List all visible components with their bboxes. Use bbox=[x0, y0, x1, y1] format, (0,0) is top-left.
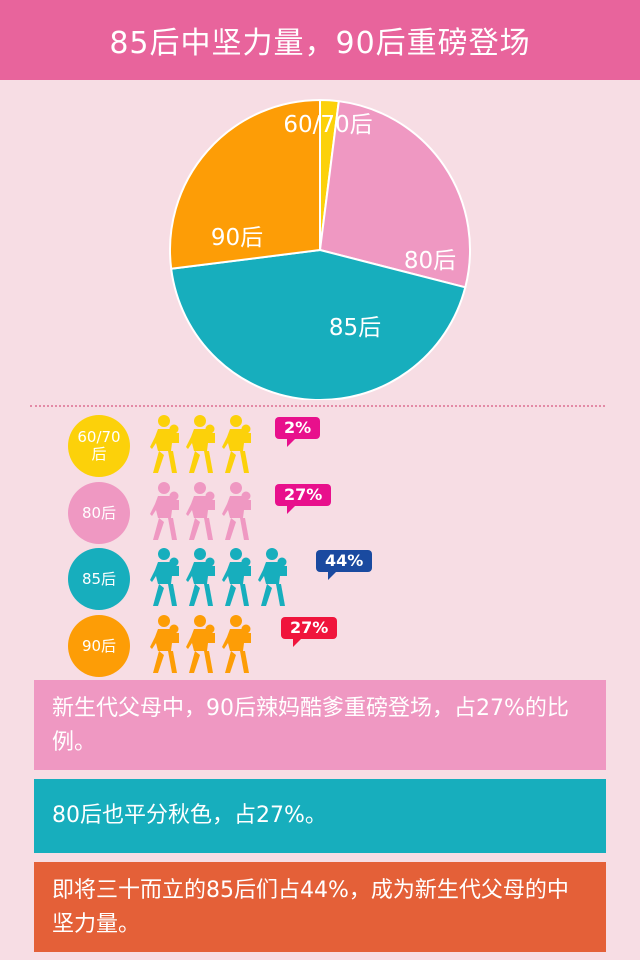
parent-with-baby-icon bbox=[186, 415, 215, 473]
generation-circle: 60/70 后 bbox=[68, 415, 130, 477]
dotted-divider bbox=[30, 405, 605, 407]
parent-with-baby-icon bbox=[186, 548, 215, 606]
note-box: 即将三十而立的85后们占44%，成为新生代父母的中坚力量。 bbox=[34, 862, 606, 952]
note-box: 新生代父母中，90后辣妈酷爹重磅登场，占27%的比例。 bbox=[34, 680, 606, 770]
parent-with-baby-icon bbox=[222, 615, 251, 673]
page-title: 85后中坚力量，90后重磅登场 bbox=[0, 0, 640, 80]
page-title-text: 85后中坚力量，90后重磅登场 bbox=[109, 26, 531, 61]
parent-with-baby-icon bbox=[258, 548, 287, 606]
parent-with-baby-icon bbox=[222, 482, 251, 540]
percent-badge: 27% bbox=[275, 484, 332, 514]
parent-with-baby-icon bbox=[186, 615, 215, 673]
pie-slice-label: 85后 bbox=[329, 315, 381, 341]
generation-circle: 90后 bbox=[68, 615, 130, 677]
percent-badge: 44% bbox=[316, 550, 373, 580]
pie-slice-label: 80后 bbox=[404, 248, 456, 274]
generation-circle: 85后 bbox=[68, 548, 130, 610]
parent-with-baby-icon bbox=[186, 482, 215, 540]
generation-row: 60/70 后 bbox=[0, 415, 640, 481]
pie-slice-label: 90后 bbox=[211, 225, 263, 251]
people-icons bbox=[150, 615, 256, 677]
parent-with-baby-icon bbox=[150, 548, 179, 606]
people-icons bbox=[150, 482, 256, 544]
generation-row: 80后 bbox=[0, 482, 640, 548]
parent-with-baby-icon bbox=[222, 415, 251, 473]
generation-row: 90后 bbox=[0, 615, 640, 681]
parent-with-baby-icon bbox=[150, 615, 179, 673]
percent-badge: 2% bbox=[275, 417, 321, 447]
pie-slice-label: 60/70后 bbox=[283, 112, 372, 138]
generation-row: 85后 bbox=[0, 548, 640, 614]
pie-slice bbox=[318, 100, 471, 289]
pie-slice bbox=[169, 98, 321, 270]
note-box: 80后也平分秋色，占27%。 bbox=[34, 779, 606, 853]
pie-slice bbox=[170, 248, 467, 400]
parent-with-baby-icon bbox=[150, 415, 179, 473]
parent-with-baby-icon bbox=[222, 548, 251, 606]
pie-chart: 60/70后 80后 85后 90后 bbox=[169, 98, 471, 400]
people-icons bbox=[150, 548, 292, 610]
parent-with-baby-icon bbox=[150, 482, 179, 540]
people-icons bbox=[150, 415, 256, 477]
percent-badge: 27% bbox=[281, 617, 338, 647]
generation-circle: 80后 bbox=[68, 482, 130, 544]
